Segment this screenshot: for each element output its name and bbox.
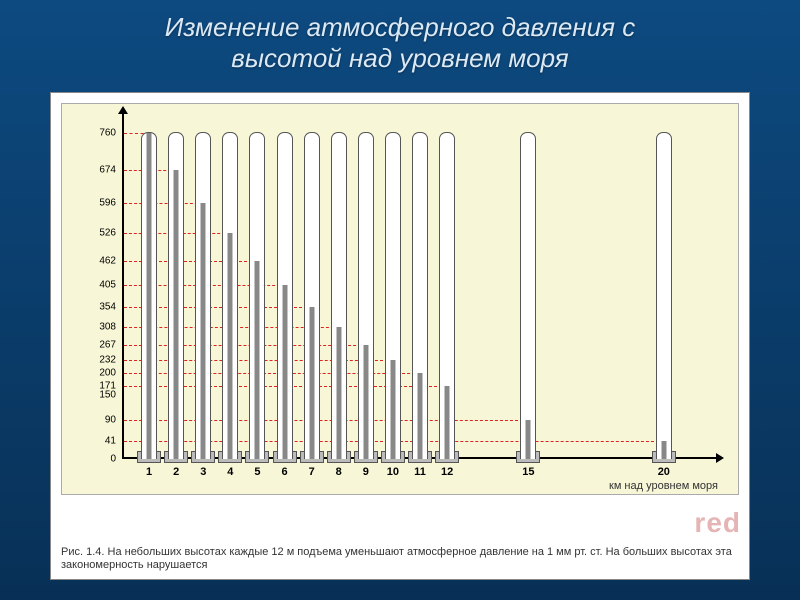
x-tick-label: 1	[146, 466, 152, 478]
y-tick-label: 308	[68, 321, 116, 332]
x-tick-label: 12	[441, 466, 453, 478]
tube	[656, 132, 672, 459]
x-tick-label: 15	[522, 466, 534, 478]
mercury-column	[526, 420, 531, 459]
tube	[520, 132, 536, 459]
y-tick-label: 405	[68, 280, 116, 291]
slide-title: Изменение атмосферного давления с высото…	[0, 0, 800, 82]
y-tick-label: 596	[68, 198, 116, 209]
title-line-2: высотой над уровнем моря	[231, 43, 568, 73]
mercury-column	[445, 386, 450, 459]
mercury-column	[201, 203, 206, 459]
title-line-1: Изменение атмосферного давления с	[165, 12, 635, 42]
x-tick-label: 3	[200, 466, 206, 478]
mercury-column	[390, 360, 395, 459]
mercury-column	[418, 373, 423, 459]
x-tick-label: 6	[281, 466, 287, 478]
x-axis-arrow-icon	[716, 453, 724, 463]
x-tick-label: 5	[254, 466, 260, 478]
x-tick-label: 10	[387, 466, 399, 478]
x-axis-title: км над уровнем моря	[609, 480, 718, 492]
x-tick-label: 9	[363, 466, 369, 478]
mercury-column	[363, 345, 368, 459]
mercury-column	[255, 261, 260, 459]
watermark: red	[694, 507, 741, 539]
pressure-chart: км над уровнем моря 04190150171200232267…	[61, 103, 739, 495]
mercury-column	[147, 133, 152, 459]
x-tick-label: 20	[658, 466, 670, 478]
guide-line	[124, 345, 366, 346]
x-tick-label: 4	[227, 466, 233, 478]
y-tick-label: 267	[68, 339, 116, 350]
mercury-column	[336, 327, 341, 459]
y-tick-label: 674	[68, 165, 116, 176]
y-tick-label: 526	[68, 228, 116, 239]
mercury-column	[309, 307, 314, 459]
guide-line	[124, 203, 203, 204]
y-axis-arrow-icon	[118, 106, 128, 114]
slide-root: Изменение атмосферного давления с высото…	[0, 0, 800, 600]
y-tick-label: 90	[68, 415, 116, 426]
y-tick-label: 0	[68, 454, 116, 465]
figure-panel: км над уровнем моря 04190150171200232267…	[50, 92, 750, 580]
y-tick-label: 354	[68, 302, 116, 313]
y-tick-label: 462	[68, 255, 116, 266]
y-tick-label: 232	[68, 354, 116, 365]
mercury-column	[661, 441, 666, 459]
figure-caption: Рис. 1.4. На небольших высотах каждые 12…	[61, 546, 739, 574]
mercury-column	[228, 233, 233, 459]
y-tick-label: 41	[68, 436, 116, 447]
y-tick-label: 200	[68, 368, 116, 379]
x-tick-label: 2	[173, 466, 179, 478]
y-tick-label: 760	[68, 128, 116, 139]
y-tick-label: 171	[68, 380, 116, 391]
x-tick-label: 7	[309, 466, 315, 478]
x-tick-label: 8	[336, 466, 342, 478]
mercury-column	[282, 285, 287, 459]
mercury-column	[174, 170, 179, 459]
guide-line	[124, 420, 528, 421]
x-tick-label: 11	[414, 466, 426, 478]
